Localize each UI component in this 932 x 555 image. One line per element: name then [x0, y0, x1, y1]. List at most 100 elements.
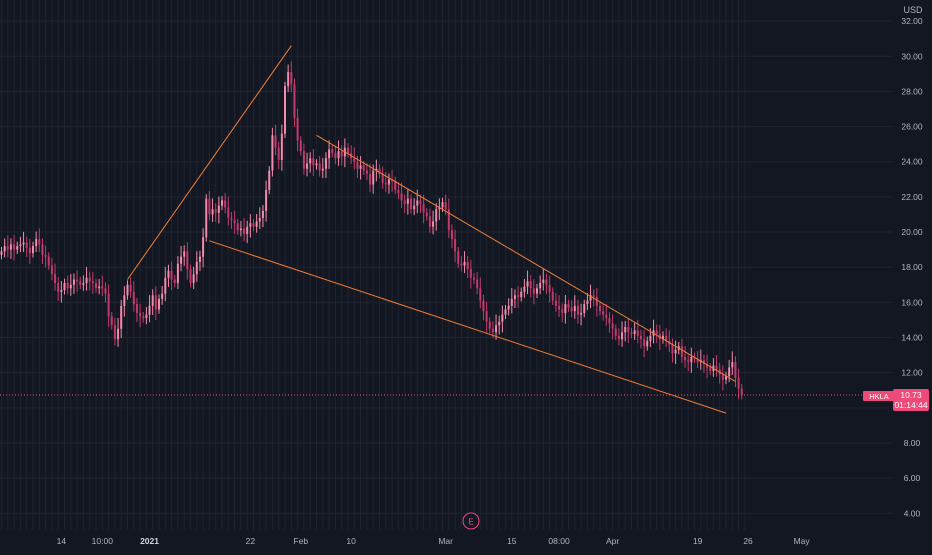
candle[interactable] [76, 270, 79, 292]
candle[interactable] [422, 194, 425, 224]
candle[interactable] [132, 281, 135, 312]
candle[interactable] [95, 278, 97, 293]
candle[interactable] [501, 305, 504, 333]
candle[interactable] [277, 141, 280, 170]
candle[interactable] [545, 273, 548, 294]
candle[interactable] [142, 312, 145, 323]
candle[interactable] [271, 127, 274, 177]
trendlines[interactable] [127, 45, 736, 414]
candle[interactable] [98, 278, 101, 295]
candle[interactable] [88, 271, 91, 291]
candle[interactable] [580, 303, 583, 326]
candle[interactable] [728, 359, 731, 383]
candle[interactable] [268, 166, 271, 195]
candle[interactable] [428, 208, 431, 233]
candle[interactable] [551, 287, 554, 305]
earnings-marker[interactable]: E [462, 512, 480, 530]
candle[interactable] [258, 207, 261, 230]
candle[interactable] [123, 286, 126, 317]
candle[interactable] [372, 164, 375, 194]
candle[interactable] [476, 271, 479, 295]
candle[interactable] [731, 351, 734, 375]
candle[interactable] [69, 274, 72, 296]
candle[interactable] [425, 208, 428, 221]
candle[interactable] [158, 294, 160, 314]
candle[interactable] [205, 194, 208, 242]
candle[interactable] [0, 246, 3, 260]
candle[interactable] [602, 303, 605, 321]
candle[interactable] [488, 317, 491, 334]
candle[interactable] [198, 250, 201, 272]
candle[interactable] [302, 143, 305, 175]
candle[interactable] [617, 328, 620, 346]
candle[interactable] [16, 241, 19, 255]
candle[interactable] [328, 140, 331, 169]
candle[interactable] [611, 314, 614, 340]
candle[interactable] [129, 277, 132, 298]
candle[interactable] [154, 286, 157, 321]
candle[interactable] [290, 61, 293, 92]
candle[interactable] [684, 346, 687, 368]
candle[interactable] [495, 314, 498, 340]
candle[interactable] [72, 273, 75, 294]
candle[interactable] [655, 324, 658, 344]
candle[interactable] [239, 220, 242, 237]
candle[interactable] [113, 317, 116, 346]
candle[interactable] [466, 255, 469, 279]
candle[interactable] [54, 263, 57, 291]
candle[interactable] [353, 147, 356, 170]
candle[interactable] [306, 152, 309, 177]
candle[interactable] [570, 300, 573, 318]
candle[interactable] [576, 299, 579, 324]
candle[interactable] [359, 156, 362, 180]
candle[interactable] [176, 256, 179, 289]
earnings-marker-circle[interactable] [462, 512, 480, 530]
candle[interactable] [378, 164, 381, 179]
candle[interactable] [82, 275, 85, 291]
candle[interactable] [583, 299, 586, 318]
candle[interactable] [539, 275, 542, 295]
candle[interactable] [473, 273, 475, 284]
candle[interactable] [274, 124, 277, 156]
candle[interactable] [192, 266, 195, 289]
candle[interactable] [347, 143, 349, 158]
candle[interactable] [715, 354, 718, 377]
candle[interactable] [454, 229, 457, 263]
candle[interactable] [479, 277, 482, 309]
candle[interactable] [734, 356, 737, 388]
candle[interactable] [410, 194, 412, 214]
candle[interactable] [57, 277, 60, 301]
candle[interactable] [44, 245, 47, 268]
candle[interactable] [13, 235, 16, 261]
candle[interactable] [687, 354, 690, 372]
candle[interactable] [450, 224, 453, 249]
candle[interactable] [224, 192, 227, 214]
candle[interactable] [167, 264, 170, 287]
candle[interactable] [680, 338, 683, 363]
candle[interactable] [299, 136, 302, 156]
candle[interactable] [101, 275, 104, 296]
candle[interactable] [9, 238, 12, 259]
candle[interactable] [633, 322, 636, 340]
trendline[interactable] [316, 134, 736, 382]
candle[interactable] [63, 278, 66, 295]
candle[interactable] [233, 210, 236, 234]
candle[interactable] [397, 182, 400, 200]
candle[interactable] [161, 286, 164, 305]
candle[interactable] [3, 238, 6, 258]
candle[interactable] [567, 299, 570, 313]
time-axis[interactable]: 14 10:00 2021 22 Feb 10 Mar 15 08:00 Apr 19 26 May [57, 536, 811, 546]
candle[interactable] [674, 340, 677, 365]
candle[interactable] [173, 275, 176, 288]
candle[interactable] [19, 236, 22, 253]
candle[interactable] [195, 251, 198, 282]
candle[interactable] [709, 363, 712, 376]
candle[interactable] [469, 259, 472, 289]
candle[interactable] [318, 155, 321, 177]
candle[interactable] [529, 275, 532, 298]
candle[interactable] [211, 198, 214, 223]
candle[interactable] [740, 384, 743, 400]
candle[interactable] [230, 212, 233, 229]
